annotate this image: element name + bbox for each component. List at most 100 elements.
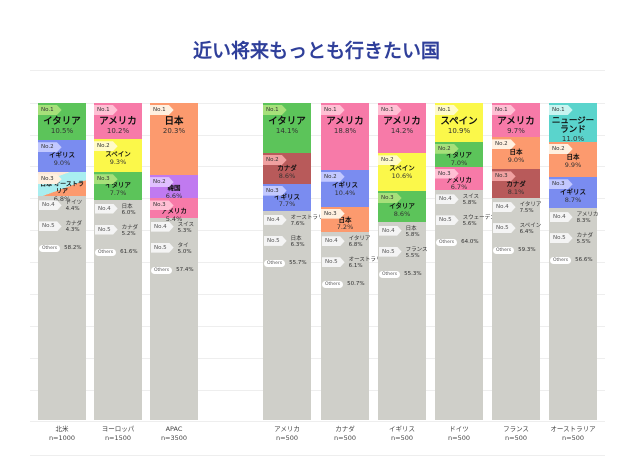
- chart-title: 近い将来もっとも行きたい国: [192, 40, 440, 62]
- rank-tag: No.2: [94, 141, 118, 152]
- segment-label: アメリカ: [383, 116, 421, 127]
- rank-tag: No.2: [150, 177, 174, 188]
- bar-segment: No.2 イギリス 9.0%: [38, 140, 86, 173]
- rank-tag: No.3: [435, 168, 459, 179]
- country-name: オーストラリア: [290, 214, 329, 221]
- segment-value: 18.8%: [333, 126, 357, 135]
- rank-tag: No.3: [321, 208, 345, 219]
- sample-size: n=500: [448, 433, 470, 442]
- segment-label: アメリカ: [326, 116, 364, 127]
- rank-tag: No.4: [493, 202, 516, 213]
- bar-segment: No.3 アメリカ 5.4%: [150, 198, 198, 223]
- value: 8.3%: [576, 218, 591, 225]
- rank-tag: No.5: [95, 224, 118, 235]
- country-name: カナダ: [121, 224, 139, 231]
- gridline: [30, 135, 605, 136]
- minor-label: 日本 6.3%: [291, 236, 305, 248]
- segment-value: 8.7%: [564, 196, 582, 204]
- segment-value: 7.7%: [109, 189, 127, 198]
- bar-column: No.1 アメリカ 10.2% No.2 スペイン 9.3% No.3 イタリア 7.7% No.…: [94, 103, 142, 420]
- segment-label: イタリア: [43, 116, 81, 127]
- bar-column: No.1 アメリカ 18.8% No.2 イギリス 10.4% No.3 日本 7.2% No.4…: [321, 103, 387, 420]
- minor-label: オーストラリア 7.6%: [291, 215, 329, 227]
- minor-label: ドイツ 4.4%: [66, 200, 83, 212]
- bar-column: No.1 アメリカ 14.2% No.2 スペイン 10.6% No.3 イタリア 8.6% No…: [378, 103, 428, 420]
- bar-column: No.1 イタリア 10.5% No.2 イギリス 9.0% No.3 日本 オーストラリア 6…: [38, 103, 86, 420]
- bar-segment: No.3 日本 オーストラリア 6.8%: [38, 172, 86, 203]
- minor-label: スウェーデン 5.6%: [463, 215, 496, 227]
- country-name: カナダ: [576, 233, 594, 240]
- minor-label: 61.6%: [120, 249, 137, 255]
- value: 5.5%: [576, 239, 591, 246]
- rank-tag: No.3: [38, 174, 62, 185]
- rank-tag: No.5: [379, 246, 402, 257]
- bar-segment: No.1 アメリカ 14.2%: [378, 103, 426, 154]
- minor-entry: Others 57.4%: [151, 266, 221, 274]
- value: 5.3%: [177, 227, 192, 234]
- rank-tag: No.1: [549, 105, 573, 115]
- x-axis-label: APAC n=3500: [144, 425, 204, 443]
- region-name: アメリカ: [274, 425, 300, 433]
- bar-segment: No.3 アメリカ 6.7%: [435, 166, 483, 191]
- segment-label: アメリカ: [161, 207, 187, 216]
- segment-label: スペイン: [105, 150, 131, 159]
- rank-tag: Others: [493, 247, 515, 255]
- segment-label: スペイン: [440, 116, 478, 127]
- bar-segment: No.1 スペイン 10.9%: [435, 103, 483, 142]
- rank-tag: No.2: [321, 171, 345, 182]
- minor-entry: Others 55.3%: [379, 270, 449, 278]
- value: 4.4%: [65, 206, 80, 213]
- segment-value: 8.1%: [507, 188, 525, 197]
- bar-segment: No.1 イタリア 10.5%: [38, 103, 86, 141]
- rank-tag: Others: [550, 257, 572, 265]
- sample-size: n=500: [562, 433, 584, 442]
- segment-value: 10.4%: [334, 188, 356, 197]
- minor-entry: No.4 イタリア 7.5%: [493, 202, 563, 214]
- minor-label: 58.2%: [64, 245, 81, 251]
- segment-value: 8.6%: [393, 209, 411, 218]
- bar-column: No.1 日本 20.3% No.2 韓国 6.6% No.3 アメリカ 5.4% No.4 スイス…: [150, 103, 198, 420]
- value: 5.8%: [462, 200, 477, 207]
- minor-label: スイス 5.8%: [463, 194, 479, 206]
- minor-entry: No.4 スイス 5.8%: [436, 194, 506, 206]
- rank-tag: No.2: [263, 155, 287, 166]
- sample-size: n=500: [391, 433, 413, 442]
- segment-value: 10.6%: [391, 172, 413, 181]
- minor-entry: No.5 オーストラリア 6.1%: [322, 257, 392, 269]
- region-name: カナダ: [335, 425, 355, 433]
- value: 59.3%: [518, 247, 536, 254]
- gridline: [30, 198, 605, 199]
- x-axis-label: ヨーロッパ n=1500: [88, 425, 148, 443]
- rank-tag: No.1: [492, 105, 516, 115]
- x-axis-label: フランス n=500: [486, 425, 546, 443]
- bar-segment: No.1 日本 20.3%: [150, 103, 198, 176]
- segment-label: 日本: [509, 148, 523, 157]
- country-name: 日本: [405, 225, 417, 232]
- segment-label: 日本: [338, 215, 352, 224]
- segment-label: イタリア: [446, 150, 472, 159]
- rank-tag: Others: [322, 281, 344, 289]
- segment-value: 5.4%: [165, 215, 183, 224]
- region-name: APAC: [165, 425, 183, 433]
- region-name: ヨーロッパ: [101, 425, 135, 433]
- segment-label: イギリス: [332, 180, 358, 189]
- country-name: フランス: [405, 246, 428, 253]
- bar-segment: No.2 スペイン 10.6%: [378, 153, 426, 192]
- bar-column: No.1 スペイン 10.9% No.2 イタリア 7.0% No.3 アメリカ 6.7% No.…: [435, 103, 496, 420]
- country-name: ドイツ: [65, 200, 83, 207]
- minor-entry: No.5 スペイン 6.4%: [493, 223, 563, 235]
- segment-label: アメリカ: [99, 116, 137, 127]
- value: 5.0%: [177, 248, 192, 255]
- rank-tag: No.3: [94, 174, 118, 185]
- minor-entry: Others 55.7%: [264, 259, 334, 267]
- segment-value: 7.7%: [278, 200, 296, 209]
- rank-tag: No.1: [435, 105, 459, 115]
- country-name: イタリア: [519, 202, 542, 209]
- segment-value: 9.9%: [564, 160, 582, 169]
- gridline: [30, 262, 605, 263]
- bar-segment: No.2 カナダ 8.6%: [263, 153, 311, 184]
- minor-label: 56.6%: [575, 257, 592, 263]
- value: 55.7%: [289, 259, 307, 266]
- minor-entry: No.4 スイス 5.3%: [151, 221, 221, 234]
- minor-label: フランス 5.5%: [406, 247, 428, 259]
